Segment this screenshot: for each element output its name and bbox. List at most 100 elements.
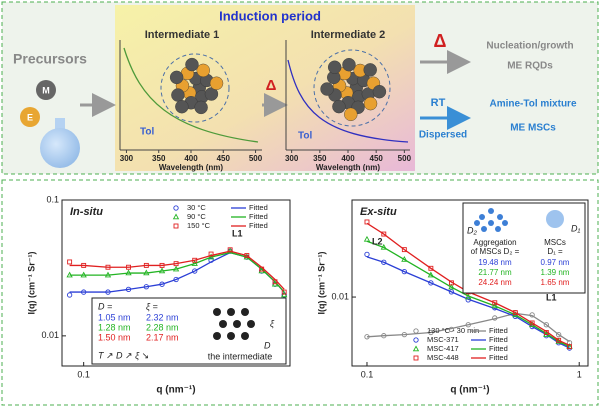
cluster-ball: [185, 57, 199, 72]
msc-icon: [488, 208, 494, 214]
data-point: [363, 235, 371, 242]
x-tick-label: 400: [341, 154, 355, 163]
data-point: [512, 310, 518, 316]
data-point: [364, 251, 370, 257]
legend-label: Fitted: [249, 203, 268, 212]
x-axis-label: Wavelength (nm): [159, 163, 223, 172]
data-point: [173, 276, 179, 283]
legend-label: Fitted: [249, 212, 268, 221]
inset-value: 21.77 nm: [478, 268, 512, 277]
cluster-outline: [160, 53, 230, 123]
y-tick-label: 0.01: [331, 291, 349, 301]
msc-icon: [495, 226, 501, 232]
inset-value: 19.48 nm: [478, 258, 512, 267]
intermediate-2-label: Intermediate 2: [311, 29, 386, 41]
data-point: [281, 291, 288, 298]
legend-label: 150 °C: [187, 221, 211, 230]
msc-icon: [474, 220, 480, 226]
x-tick-label: 400: [184, 154, 198, 163]
msc-icon: [488, 220, 494, 226]
amine-label: Amine-Tol mixture: [489, 99, 576, 110]
tol-label: Tol: [140, 127, 154, 138]
cluster-ball: [363, 63, 377, 77]
data-point: [192, 268, 198, 274]
particle: [219, 320, 227, 328]
y-axis-label: I(q) (cm⁻¹ Sr⁻¹): [26, 252, 36, 315]
data-point: [381, 231, 387, 237]
fit-line: [69, 250, 285, 290]
e-ball: [20, 107, 40, 127]
data-point: [66, 292, 73, 298]
inset-d1: D₁: [571, 223, 580, 233]
msc-icon: [497, 214, 503, 220]
data-point: [428, 280, 434, 286]
inset-d: D: [264, 340, 271, 350]
fit-line: [366, 222, 570, 346]
data-point: [67, 259, 73, 265]
y-tick-label: 0.01: [41, 330, 59, 340]
particle: [233, 320, 241, 328]
e-label: E: [27, 112, 33, 122]
particle: [213, 332, 221, 340]
inset-header: MSCs: [544, 238, 566, 247]
inset-value: 1.50 nm: [98, 332, 131, 342]
inset-d2: D₂: [467, 225, 477, 235]
legend-swatch: [172, 213, 180, 220]
m-ball: [36, 80, 56, 100]
x-tick-label: 350: [152, 154, 166, 163]
inset-value: 0.97 nm: [541, 258, 570, 267]
dispersed-label: Dispersed: [419, 130, 467, 141]
data-point: [281, 289, 287, 295]
inset-value: 1.39 nm: [541, 268, 570, 277]
legend-swatch: [173, 205, 179, 211]
chart-title: Ex-situ: [360, 206, 397, 218]
inset-header: D =: [98, 301, 112, 311]
spectrum-curve: [287, 59, 409, 143]
fit-line: [69, 251, 285, 293]
inset-xi: ξ: [270, 318, 275, 328]
cluster-ball: [332, 99, 346, 114]
particle: [213, 308, 221, 316]
data-point: [428, 265, 434, 271]
x-tick-label: 500: [249, 154, 263, 163]
inset-frame: [91, 297, 287, 365]
cluster-ball: [194, 100, 208, 115]
data-point: [401, 268, 408, 275]
cluster-ball: [320, 82, 334, 96]
msc-sphere: [546, 210, 564, 228]
cluster: [320, 57, 387, 122]
rt-label: RT: [431, 97, 446, 109]
inset-value: 1.65 nm: [541, 278, 570, 287]
nucleation-label: Nucleation/growth: [486, 41, 573, 52]
x-tick-label: 450: [370, 154, 384, 163]
rqds-label: ME RQDs: [507, 61, 553, 72]
legend-swatch: [173, 223, 179, 229]
y-axis-label: I(q) (cm⁻¹ Sr⁻¹): [316, 252, 326, 315]
legend-label: Fitted: [489, 335, 508, 344]
inset-header: ξ =: [146, 301, 158, 311]
cluster-ball: [196, 63, 210, 78]
x-axis-label: Wavelength (nm): [316, 163, 380, 172]
msc-icon: [481, 226, 487, 232]
legend-label: Fitted: [249, 221, 268, 230]
particle: [247, 320, 255, 328]
data-point: [381, 259, 387, 265]
delta: Δ: [266, 77, 277, 94]
cluster-ball: [209, 76, 224, 90]
data-point: [556, 337, 562, 343]
particle: [241, 308, 249, 316]
cluster: [169, 57, 224, 115]
x-tick-label: 300: [285, 154, 299, 163]
inset-value: 24.24 nm: [478, 278, 512, 287]
inset-caption: the intermediate: [208, 351, 273, 361]
induction-title: Induction period: [219, 8, 321, 23]
x-tick-label: 350: [313, 154, 327, 163]
legend-label: Fitted: [489, 353, 508, 362]
inset-header: D₁ =: [547, 247, 563, 256]
inset-header: of MSCs D₂ =: [471, 247, 520, 256]
x-tick-label: 0.1: [361, 369, 374, 379]
legend-swatch: [413, 337, 419, 343]
data-point: [529, 320, 535, 326]
x-tick-label: 300: [120, 154, 134, 163]
